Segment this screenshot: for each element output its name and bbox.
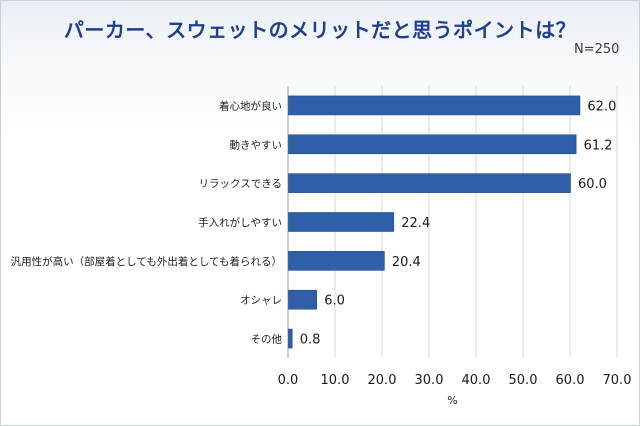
bar <box>288 173 571 193</box>
bar <box>288 251 385 271</box>
value-label: 62.0 <box>587 99 616 114</box>
category-label: オシャレ <box>240 295 282 307</box>
x-tick-label: 40.0 <box>462 373 491 388</box>
chart-title: パーカー、スウェットのメリットだと思うポイントは？ <box>63 18 577 42</box>
bar <box>288 95 581 116</box>
bar <box>288 134 577 155</box>
x-tick-label: 60.0 <box>556 373 585 388</box>
value-label: 61.2 <box>584 138 613 153</box>
category-label: 手入れがしやすい <box>198 216 282 229</box>
category-label: 着心地が良い <box>219 99 282 112</box>
value-label: 60.0 <box>578 177 607 192</box>
sample-size-label: N=250 <box>574 42 620 57</box>
value-label: 6.0 <box>324 294 345 309</box>
x-axis-label: % <box>447 394 457 407</box>
bar-layer <box>288 95 581 349</box>
x-tick-label: 30.0 <box>415 373 444 388</box>
grid-layer <box>287 86 618 358</box>
bar <box>288 328 293 349</box>
category-label: 汎用性が高い（部屋着としても外出着としても着られる） <box>11 255 282 268</box>
value-label: 22.4 <box>401 216 430 231</box>
category-label: リラックスできる <box>199 178 282 190</box>
bar <box>288 289 318 310</box>
value-label: 0.8 <box>300 333 321 348</box>
x-tick-label: 20.0 <box>368 373 397 388</box>
x-tick-label: 0.0 <box>278 373 299 388</box>
bar <box>288 212 395 232</box>
x-tick-label: 70.0 <box>603 373 632 388</box>
x-tick-label: 10.0 <box>321 373 350 388</box>
label-layer: 0.0 10.0 20.0 30.0 40.0 50.0 60.0 70.0 着心地が良い 62.… <box>11 99 632 388</box>
x-tick-label: 50.0 <box>509 373 538 388</box>
category-label: その他 <box>251 333 283 346</box>
value-label: 20.4 <box>392 255 421 270</box>
category-label: 動きやすい <box>230 138 283 151</box>
